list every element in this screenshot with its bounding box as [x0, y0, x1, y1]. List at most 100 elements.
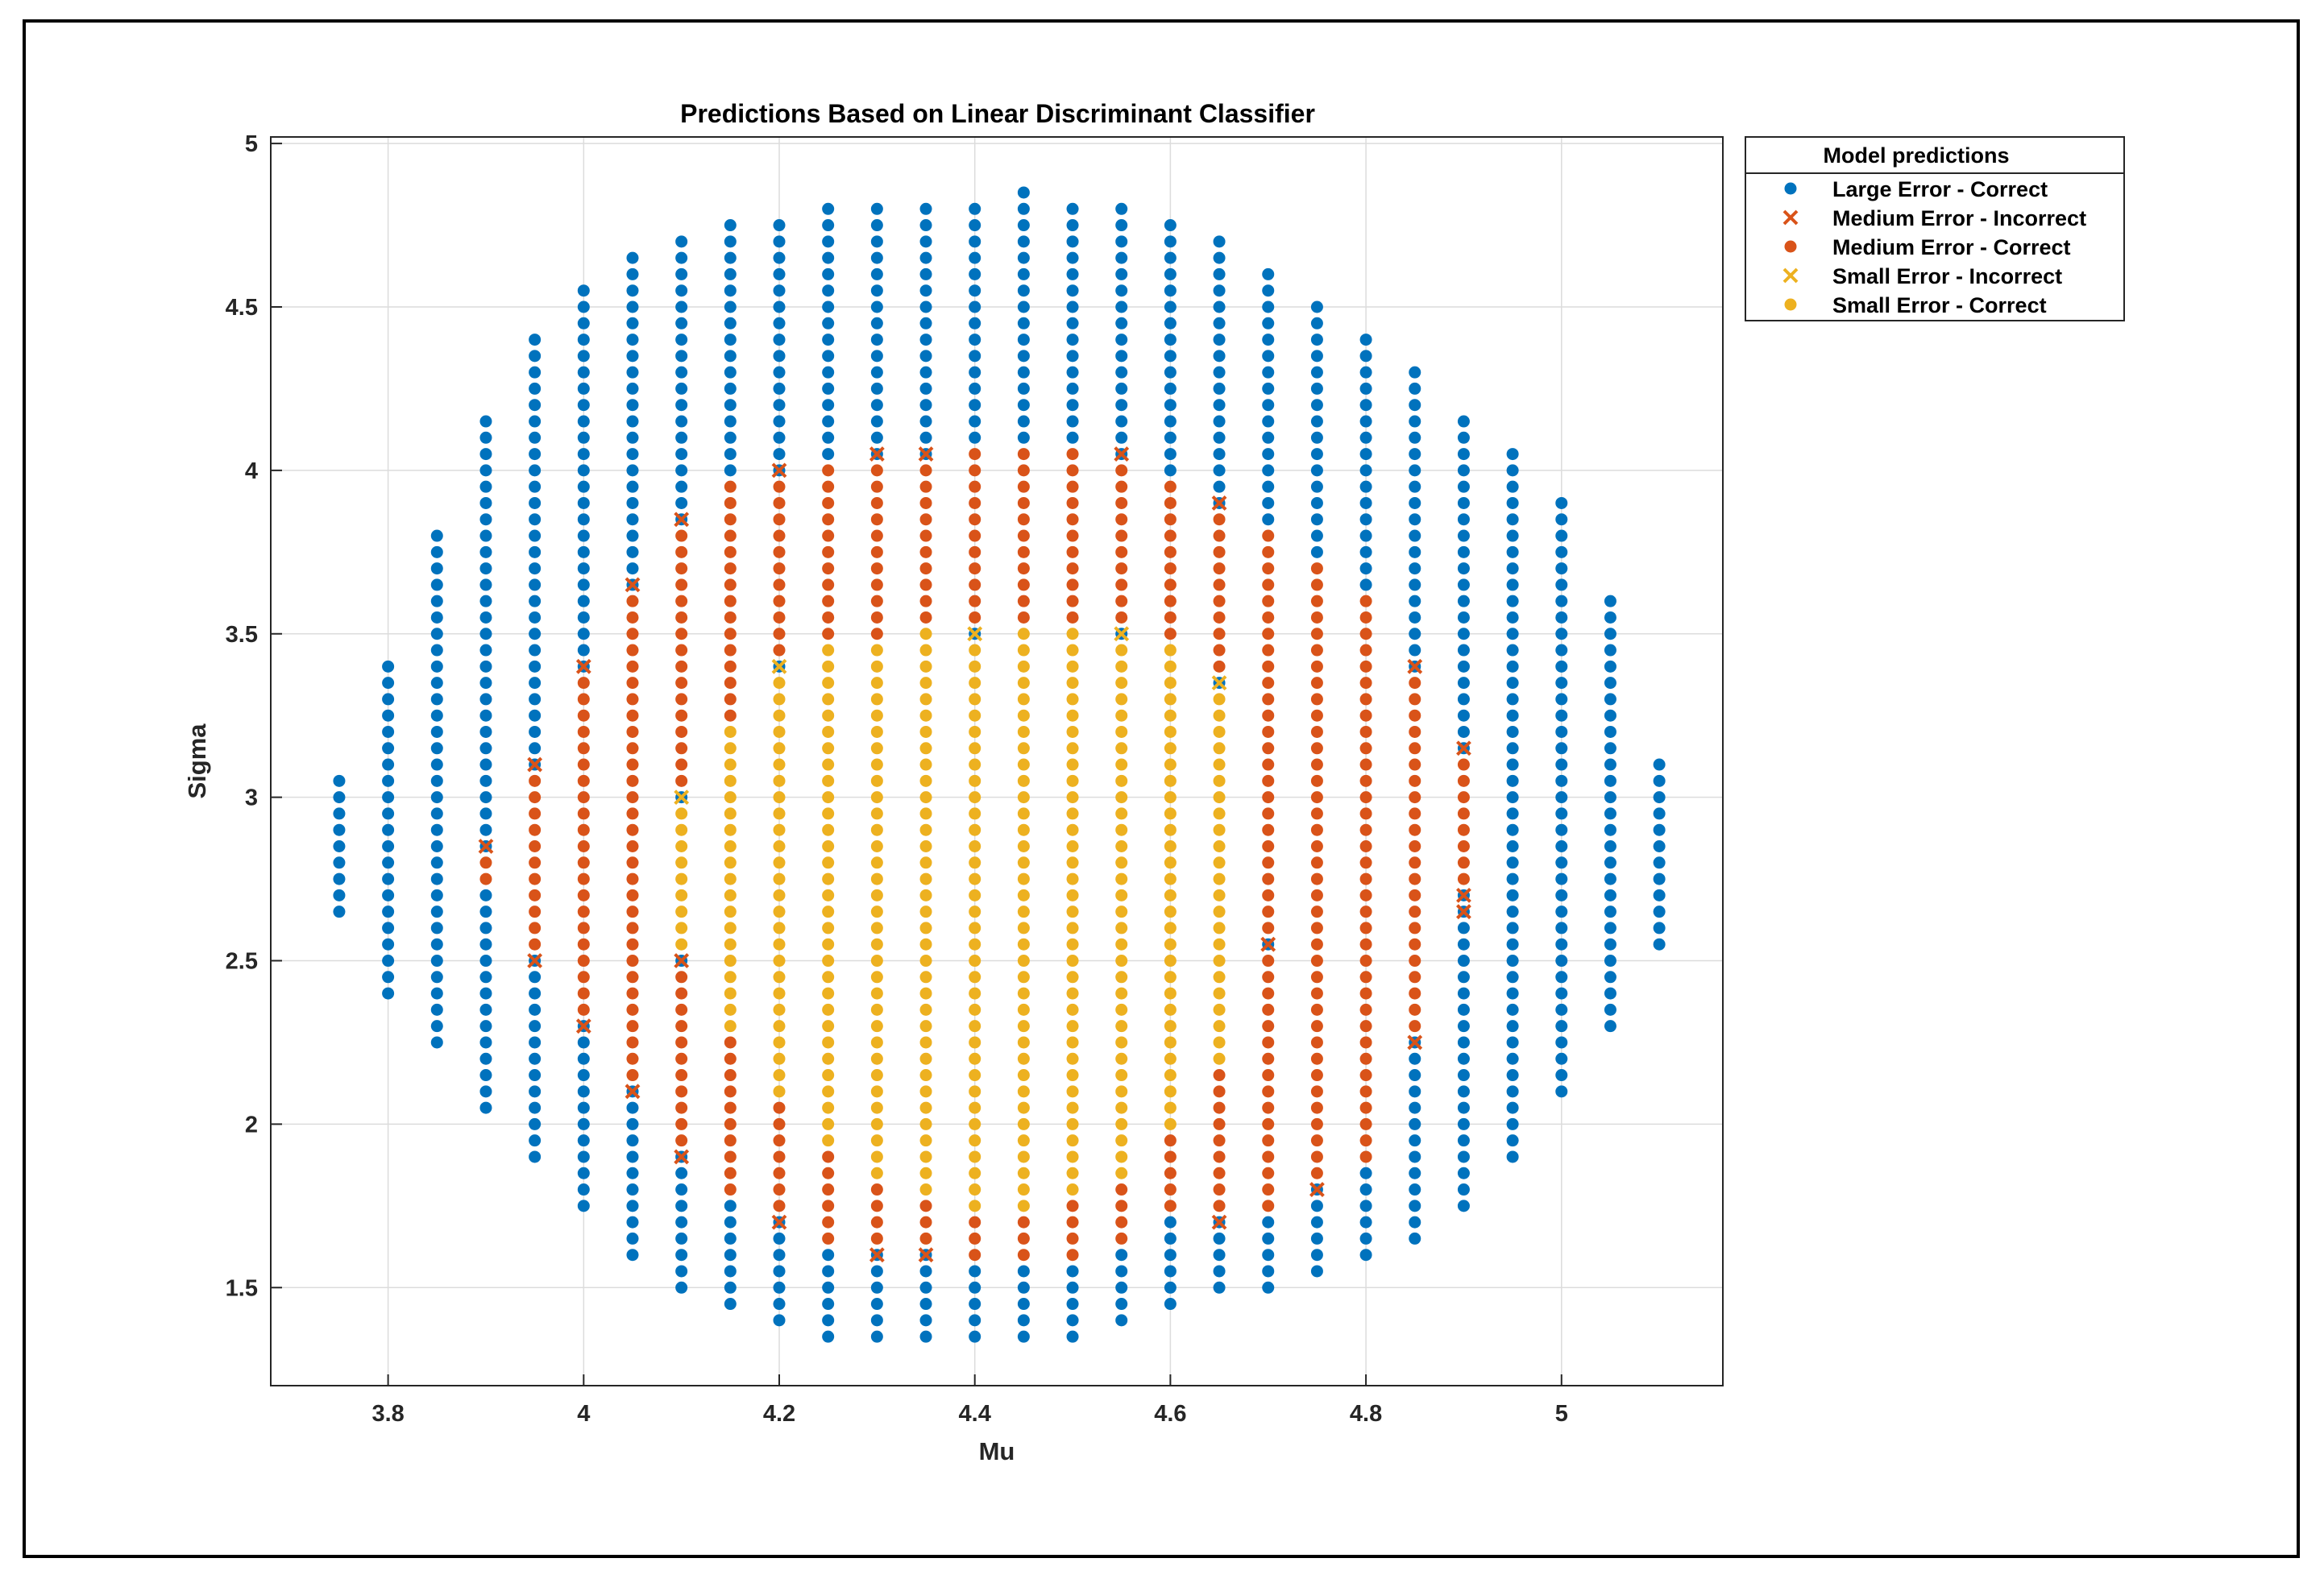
- small-error-correct-point: [773, 856, 786, 869]
- small-error-correct-point: [1066, 1183, 1079, 1196]
- small-error-correct-point: [773, 1003, 786, 1016]
- small-error-correct-point: [1017, 1069, 1030, 1082]
- small-error-correct-point: [773, 839, 786, 852]
- large-error-correct-point: [1457, 611, 1470, 624]
- medium-error-correct-point: [1409, 807, 1421, 820]
- medium-error-correct-point: [1457, 758, 1470, 771]
- medium-error-incorrect-point: [527, 756, 543, 773]
- large-error-correct-point: [822, 284, 835, 297]
- large-error-correct-point: [1213, 366, 1226, 379]
- medium-error-correct-point: [626, 644, 639, 657]
- small-error-correct-point: [1164, 693, 1177, 706]
- small-error-correct-point: [1066, 1085, 1079, 1098]
- medium-error-correct-point: [724, 1150, 737, 1163]
- large-error-correct-point: [1066, 317, 1079, 329]
- large-error-correct-point: [1066, 415, 1079, 428]
- large-error-correct-point: [479, 448, 492, 461]
- large-error-correct-point: [430, 677, 443, 690]
- medium-error-correct-point: [1115, 578, 1128, 591]
- large-error-correct-point: [1506, 1134, 1519, 1147]
- medium-error-correct-point: [626, 987, 639, 1000]
- large-error-correct-point: [382, 955, 395, 968]
- medium-error-correct-point: [1457, 856, 1470, 869]
- small-error-correct-point: [1115, 693, 1128, 706]
- small-error-correct-point: [773, 1020, 786, 1033]
- medium-error-correct-point: [1213, 1134, 1226, 1147]
- large-error-correct-point: [1017, 415, 1030, 428]
- small-error-correct-point: [724, 791, 737, 804]
- legend-label: Medium Error - Correct: [1832, 235, 2071, 259]
- large-error-correct-point: [1604, 611, 1616, 624]
- small-error-correct-point: [1115, 1085, 1128, 1098]
- medium-error-correct-point: [1262, 1085, 1275, 1098]
- small-error-correct-point: [773, 1069, 786, 1082]
- large-error-correct-point: [1555, 987, 1568, 1000]
- large-error-correct-point: [1409, 480, 1421, 493]
- large-error-correct-point: [529, 529, 542, 542]
- large-error-correct-point: [1457, 628, 1470, 640]
- medium-error-correct-point: [870, 480, 883, 493]
- medium-error-correct-point: [1017, 496, 1030, 509]
- small-error-correct-point: [1115, 1069, 1128, 1082]
- large-error-correct-point: [1506, 938, 1519, 951]
- small-error-correct-point: [1066, 693, 1079, 706]
- small-error-correct-point: [1164, 889, 1177, 901]
- small-error-correct-point: [1164, 938, 1177, 951]
- medium-error-correct-point: [1359, 1069, 1372, 1082]
- large-error-correct-point: [529, 1117, 542, 1130]
- large-error-correct-point: [1262, 1265, 1275, 1278]
- large-error-correct-point: [1359, 415, 1372, 428]
- small-error-correct-point: [1115, 774, 1128, 787]
- large-error-correct-point: [529, 366, 542, 379]
- small-error-correct-point: [1115, 709, 1128, 722]
- large-error-correct-point: [1604, 872, 1616, 885]
- large-error-correct-point: [1213, 284, 1226, 297]
- small-error-correct-point: [1066, 906, 1079, 918]
- large-error-correct-point: [382, 677, 395, 690]
- small-error-correct-point: [870, 922, 883, 935]
- x-marker-stroke: [967, 626, 983, 642]
- large-error-correct-point: [1017, 1298, 1030, 1311]
- small-error-correct-point: [1017, 1117, 1030, 1130]
- large-error-correct-point: [430, 1020, 443, 1033]
- medium-error-correct-point: [1409, 742, 1421, 755]
- large-error-correct-point: [773, 366, 786, 379]
- large-error-correct-point: [822, 251, 835, 264]
- large-error-correct-point: [1506, 709, 1519, 722]
- medium-error-correct-point: [1262, 872, 1275, 885]
- x-marker-stroke: [625, 1084, 641, 1100]
- small-error-correct-point: [1164, 709, 1177, 722]
- large-error-correct-point: [430, 872, 443, 885]
- small-error-correct-point: [870, 725, 883, 738]
- large-error-correct-point: [382, 922, 395, 935]
- small-error-correct-point: [969, 823, 981, 836]
- large-error-correct-point: [1213, 350, 1226, 363]
- small-error-correct-point: [870, 709, 883, 722]
- large-error-correct-point: [1164, 251, 1177, 264]
- medium-error-correct-point: [1164, 1167, 1177, 1179]
- legend[interactable]: Model predictions Large Error - CorrectM…: [1745, 136, 2125, 321]
- small-error-correct-point: [870, 856, 883, 869]
- large-error-correct-point: [1506, 872, 1519, 885]
- small-error-correct-point: [822, 938, 835, 951]
- large-error-correct-point: [724, 219, 737, 232]
- large-error-correct-point: [1506, 791, 1519, 804]
- large-error-correct-point: [1262, 284, 1275, 297]
- medium-error-correct-point: [675, 1101, 688, 1114]
- large-error-correct-point: [1066, 1265, 1079, 1278]
- large-error-correct-point: [626, 1249, 639, 1262]
- large-error-correct-point: [626, 448, 639, 461]
- large-error-correct-point: [1506, 1003, 1519, 1016]
- small-error-correct-point: [870, 807, 883, 820]
- large-error-correct-point: [1359, 1216, 1372, 1229]
- large-error-correct-point: [724, 399, 737, 412]
- large-error-correct-point: [822, 1249, 835, 1262]
- medium-error-correct-point: [1164, 611, 1177, 624]
- large-error-correct-point: [870, 415, 883, 428]
- large-error-correct-point: [1604, 955, 1616, 968]
- large-error-correct-point: [1555, 1036, 1568, 1049]
- large-error-correct-point: [1457, 1085, 1470, 1098]
- small-error-correct-point: [1066, 1167, 1079, 1179]
- medium-error-correct-point: [1213, 1085, 1226, 1098]
- medium-error-correct-point: [626, 709, 639, 722]
